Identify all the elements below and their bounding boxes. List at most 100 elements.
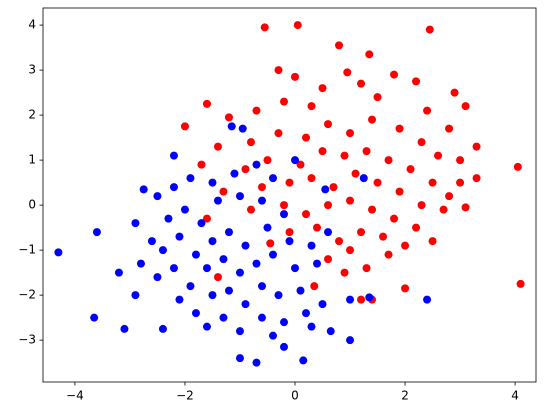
point bbox=[439, 205, 448, 214]
point bbox=[324, 120, 333, 129]
point bbox=[241, 165, 250, 174]
point bbox=[219, 255, 228, 264]
point bbox=[307, 102, 316, 111]
point bbox=[114, 268, 123, 277]
y-tick-label: 3 bbox=[28, 63, 36, 77]
point bbox=[235, 268, 244, 277]
point bbox=[296, 286, 305, 295]
point bbox=[302, 210, 311, 219]
point bbox=[180, 205, 189, 214]
point bbox=[291, 156, 300, 165]
point bbox=[257, 313, 266, 322]
point bbox=[456, 178, 465, 187]
point bbox=[291, 264, 300, 273]
point bbox=[180, 122, 189, 131]
point bbox=[120, 324, 129, 333]
point bbox=[362, 147, 371, 156]
point bbox=[395, 124, 404, 133]
point bbox=[263, 223, 272, 232]
point bbox=[252, 259, 261, 268]
point bbox=[191, 309, 200, 318]
point bbox=[324, 255, 333, 264]
point bbox=[235, 327, 244, 336]
point bbox=[428, 178, 437, 187]
point bbox=[92, 228, 101, 237]
point bbox=[395, 187, 404, 196]
point bbox=[417, 201, 426, 210]
y-tick-label: −3 bbox=[18, 333, 36, 347]
point bbox=[324, 201, 333, 210]
x-tick-label: 2 bbox=[401, 389, 409, 403]
point bbox=[335, 237, 344, 246]
point bbox=[274, 66, 283, 75]
point bbox=[313, 259, 322, 268]
point bbox=[285, 178, 294, 187]
point bbox=[365, 293, 374, 302]
point bbox=[401, 284, 410, 293]
point bbox=[445, 192, 454, 201]
x-tick-label: −2 bbox=[176, 389, 194, 403]
point bbox=[241, 241, 250, 250]
point bbox=[224, 228, 233, 237]
point bbox=[153, 273, 162, 282]
point bbox=[263, 156, 272, 165]
point bbox=[235, 354, 244, 363]
point bbox=[346, 246, 355, 255]
point bbox=[335, 41, 344, 50]
point bbox=[202, 99, 211, 108]
point bbox=[202, 214, 211, 223]
y-tick-label: 4 bbox=[28, 18, 36, 32]
point bbox=[346, 196, 355, 205]
point bbox=[266, 239, 275, 248]
point bbox=[307, 241, 316, 250]
point bbox=[299, 356, 308, 365]
point bbox=[186, 174, 195, 183]
point bbox=[246, 138, 255, 147]
point bbox=[461, 203, 470, 212]
point bbox=[379, 232, 388, 241]
point bbox=[246, 205, 255, 214]
point bbox=[227, 122, 236, 131]
point bbox=[208, 178, 217, 187]
point bbox=[175, 295, 184, 304]
point bbox=[54, 248, 63, 257]
point bbox=[285, 228, 294, 237]
point bbox=[279, 201, 288, 210]
point bbox=[357, 295, 366, 304]
point bbox=[401, 241, 410, 250]
point bbox=[368, 115, 377, 124]
point bbox=[368, 205, 377, 214]
point bbox=[131, 291, 140, 300]
point bbox=[302, 309, 311, 318]
point bbox=[158, 324, 167, 333]
point bbox=[373, 178, 382, 187]
point bbox=[213, 196, 222, 205]
point bbox=[136, 259, 145, 268]
point bbox=[257, 196, 266, 205]
point bbox=[307, 322, 316, 331]
point bbox=[279, 97, 288, 106]
point bbox=[238, 124, 247, 133]
point bbox=[274, 129, 283, 138]
point bbox=[321, 185, 330, 194]
point bbox=[461, 102, 470, 111]
point bbox=[362, 264, 371, 273]
x-tick-label: −4 bbox=[66, 389, 84, 403]
point bbox=[329, 183, 338, 192]
point bbox=[516, 279, 525, 288]
point bbox=[257, 183, 266, 192]
point bbox=[153, 192, 162, 201]
point bbox=[318, 84, 327, 93]
point bbox=[131, 219, 140, 228]
point bbox=[318, 300, 327, 309]
point bbox=[423, 106, 432, 115]
point bbox=[208, 291, 217, 300]
point bbox=[472, 142, 481, 151]
plot-frame bbox=[42, 7, 537, 383]
point bbox=[219, 313, 228, 322]
point bbox=[384, 156, 393, 165]
point bbox=[208, 237, 217, 246]
y-tick-label: −2 bbox=[18, 288, 36, 302]
point bbox=[197, 160, 206, 169]
point bbox=[318, 147, 327, 156]
